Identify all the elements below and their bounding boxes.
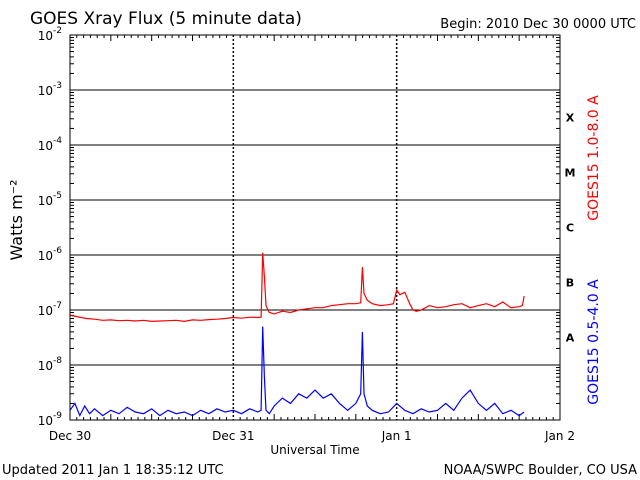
y-tick-exponent: -5 (53, 191, 62, 201)
begin-label: Begin: 2010 Dec 30 0000 UTC (440, 17, 636, 32)
y-tick-label: 10-6 (38, 246, 63, 263)
y-axis-label: Watts m⁻² (7, 179, 26, 260)
y-tick-label: 10-4 (38, 136, 63, 153)
y-tick-exponent: -4 (53, 136, 62, 146)
plot-frame (69, 34, 561, 421)
x-axis-label: Universal Time (270, 443, 359, 457)
x-tick-label: Dec 30 (49, 429, 91, 443)
flare-class-labels: A B C M X (565, 112, 576, 345)
grid-lines (70, 35, 560, 420)
series-line-short (69, 326, 525, 418)
legend-short-channel: GOES15 0.5-4.0 A (586, 279, 602, 405)
flare-class-label: A (566, 332, 575, 345)
y-tick-exponent: -9 (53, 411, 62, 421)
y-tick-exponent: -8 (53, 356, 62, 366)
series-line-long (69, 252, 525, 323)
y-tick-exponent: -6 (53, 246, 62, 256)
y-tick-exponent: -7 (53, 301, 62, 311)
y-tick-label: 10-8 (38, 356, 63, 373)
x-tick-label: Dec 31 (212, 429, 254, 443)
y-tick-labels: 10-9 10-8 10-7 10-6 10-5 10-4 10-3 10-2 (38, 26, 63, 428)
series-lines (69, 252, 525, 418)
y-tick-label: 10-2 (38, 26, 62, 43)
y-tick-exponent: -3 (53, 81, 62, 91)
updated-timestamp: Updated 2011 Jan 1 18:35:12 UTC (2, 463, 224, 478)
legend-long-channel: GOES15 1.0-8.0 A (586, 95, 602, 221)
flare-class-label: B (566, 277, 574, 290)
credit-label: NOAA/SWPC Boulder, CO USA (444, 463, 637, 478)
flare-class-label: C (566, 222, 574, 235)
y-tick-label: 10-5 (38, 191, 62, 208)
x-tick-labels: Dec 30 Dec 31 Jan 1 Jan 2 (49, 429, 575, 443)
axis-ticks (70, 35, 560, 420)
x-tick-label: Jan 1 (381, 429, 412, 443)
y-tick-label: 10-3 (38, 81, 62, 98)
flare-class-label: X (566, 112, 575, 125)
y-tick-exponent: -2 (53, 26, 62, 36)
x-tick-label: Jan 2 (544, 429, 575, 443)
chart-title: GOES Xray Flux (5 minute data) (30, 9, 302, 29)
y-tick-label: 10-9 (38, 411, 63, 428)
flare-class-label: M (565, 167, 576, 180)
y-tick-label: 10-7 (38, 301, 62, 318)
